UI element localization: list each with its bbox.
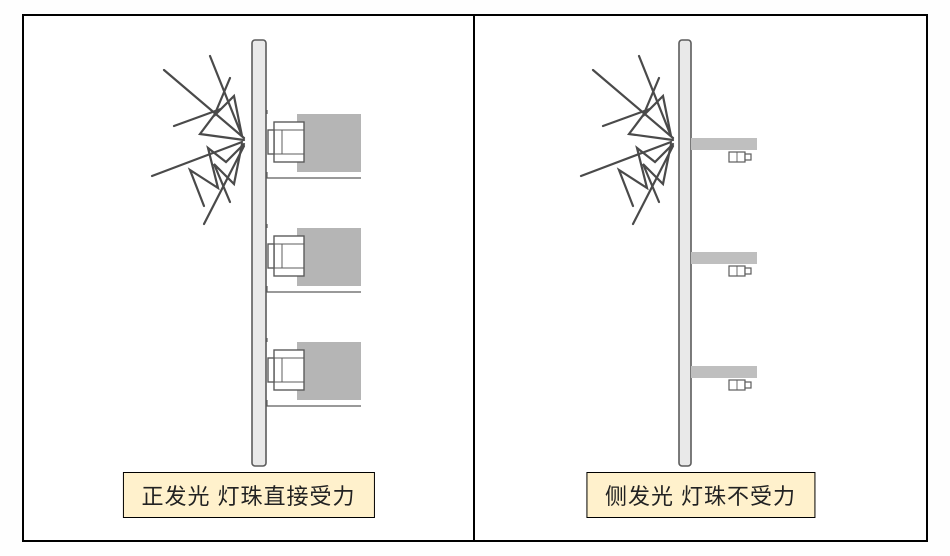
diagram-side-emitting bbox=[475, 16, 928, 540]
panel-side-emitting: 侧发光 灯珠不受力 bbox=[475, 16, 926, 540]
caption-front-emitting: 正发光 灯珠直接受力 bbox=[122, 472, 374, 518]
diagram-front-emitting bbox=[24, 16, 477, 540]
caption-side-emitting: 侧发光 灯珠不受力 bbox=[586, 472, 815, 518]
outer-frame: 正发光 灯珠直接受力 侧发光 灯珠不受力 bbox=[22, 14, 928, 542]
panel-front-emitting: 正发光 灯珠直接受力 bbox=[24, 16, 475, 540]
